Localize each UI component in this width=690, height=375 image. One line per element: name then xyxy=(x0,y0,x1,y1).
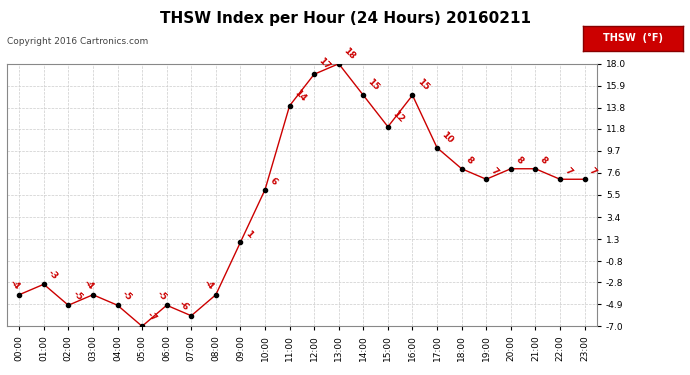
Text: 1: 1 xyxy=(243,229,254,240)
Text: -4: -4 xyxy=(82,279,95,292)
Text: -5: -5 xyxy=(120,289,134,303)
Text: 17: 17 xyxy=(317,56,332,72)
Text: 15: 15 xyxy=(366,77,382,93)
Text: -6: -6 xyxy=(177,300,191,313)
Text: -4: -4 xyxy=(8,279,21,292)
Text: 8: 8 xyxy=(538,155,549,166)
Text: 15: 15 xyxy=(415,77,431,93)
Text: 10: 10 xyxy=(440,130,455,145)
Text: -3: -3 xyxy=(46,268,60,282)
Text: 7: 7 xyxy=(563,166,573,177)
Text: 14: 14 xyxy=(293,88,308,103)
Text: 7: 7 xyxy=(489,166,500,177)
Text: THSW  (°F): THSW (°F) xyxy=(603,33,663,44)
Text: -5: -5 xyxy=(155,289,169,303)
Text: Copyright 2016 Cartronics.com: Copyright 2016 Cartronics.com xyxy=(7,38,148,46)
Text: 6: 6 xyxy=(268,176,279,187)
Text: THSW Index per Hour (24 Hours) 20160211: THSW Index per Hour (24 Hours) 20160211 xyxy=(159,11,531,26)
Text: 8: 8 xyxy=(513,155,524,166)
Text: -4: -4 xyxy=(202,279,215,292)
Text: 8: 8 xyxy=(464,155,475,166)
Text: -5: -5 xyxy=(71,289,85,303)
Text: 7: 7 xyxy=(587,166,598,177)
Text: -7: -7 xyxy=(145,310,159,324)
Text: 12: 12 xyxy=(391,109,406,124)
Text: 18: 18 xyxy=(342,46,357,61)
